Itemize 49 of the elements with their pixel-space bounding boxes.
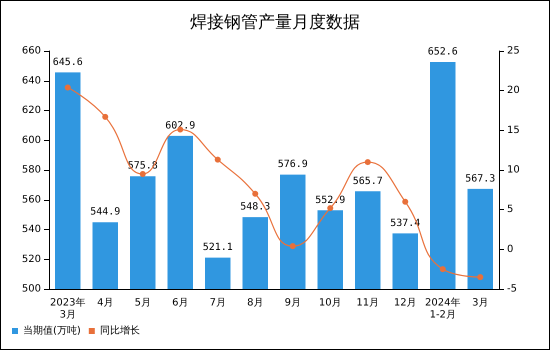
- point: [290, 243, 296, 250]
- data-label: 544.9: [90, 206, 120, 218]
- y2-tick-label: 0: [507, 244, 514, 255]
- data-label: 567.3: [465, 173, 496, 184]
- x-tick-label: 8月: [247, 298, 264, 308]
- point: [214, 156, 221, 163]
- y-tick-label: 500: [22, 284, 41, 294]
- point: [102, 114, 108, 120]
- x-tick-label: 10月: [318, 298, 342, 308]
- x-tick-label: 3月: [472, 298, 488, 308]
- point: [327, 205, 334, 212]
- point: [440, 266, 446, 272]
- legend-label: 当期值(万吨): [23, 324, 81, 336]
- y-tick-label: 640: [22, 75, 41, 86]
- point: [140, 170, 146, 177]
- x-tick-label: 7月: [210, 298, 226, 308]
- data-label: 521.1: [202, 242, 233, 254]
- chart-title: 焊接钢管产量月度数据: [190, 12, 360, 32]
- y2-tick-label: 10: [507, 164, 520, 176]
- x-tick-label: 2023年 3月: [50, 296, 86, 320]
- data-label: 645.6: [52, 56, 83, 68]
- x-tick-label: 9月: [284, 298, 301, 308]
- point: [402, 198, 408, 205]
- y-tick-label: 660: [22, 46, 41, 56]
- y-tick-label: 520: [22, 254, 41, 265]
- point: [477, 274, 484, 280]
- y-tick-label: 600: [22, 134, 41, 146]
- point: [252, 190, 258, 197]
- data-label: 652.6: [428, 46, 458, 58]
- x-tick-label: 12月: [394, 298, 417, 308]
- y-tick-label: 580: [22, 164, 41, 176]
- x-tick-label: 2024年 1-2月: [425, 296, 460, 320]
- y2-tick-label: 20: [507, 85, 520, 96]
- y2-tick-label: 15: [507, 124, 520, 136]
- legend-label: 同比增长: [100, 324, 140, 336]
- y-tick-label: 620: [22, 105, 41, 116]
- point: [364, 159, 371, 166]
- y2-tick-label: 5: [507, 204, 514, 216]
- x-tick-label: 6月: [172, 298, 188, 308]
- x-tick-label: 4月: [97, 298, 114, 308]
- y2-tick-label: 25: [507, 46, 520, 56]
- data-label: 576.9: [278, 159, 308, 170]
- x-tick-label: 5月: [134, 298, 151, 308]
- y-tick-label: 540: [22, 224, 41, 235]
- x-tick-label: 11月: [356, 298, 380, 308]
- point: [64, 84, 71, 90]
- y2-tick-label: -5: [507, 284, 517, 294]
- y-tick-label: 560: [22, 194, 41, 206]
- data-label: 565.7: [352, 176, 383, 187]
